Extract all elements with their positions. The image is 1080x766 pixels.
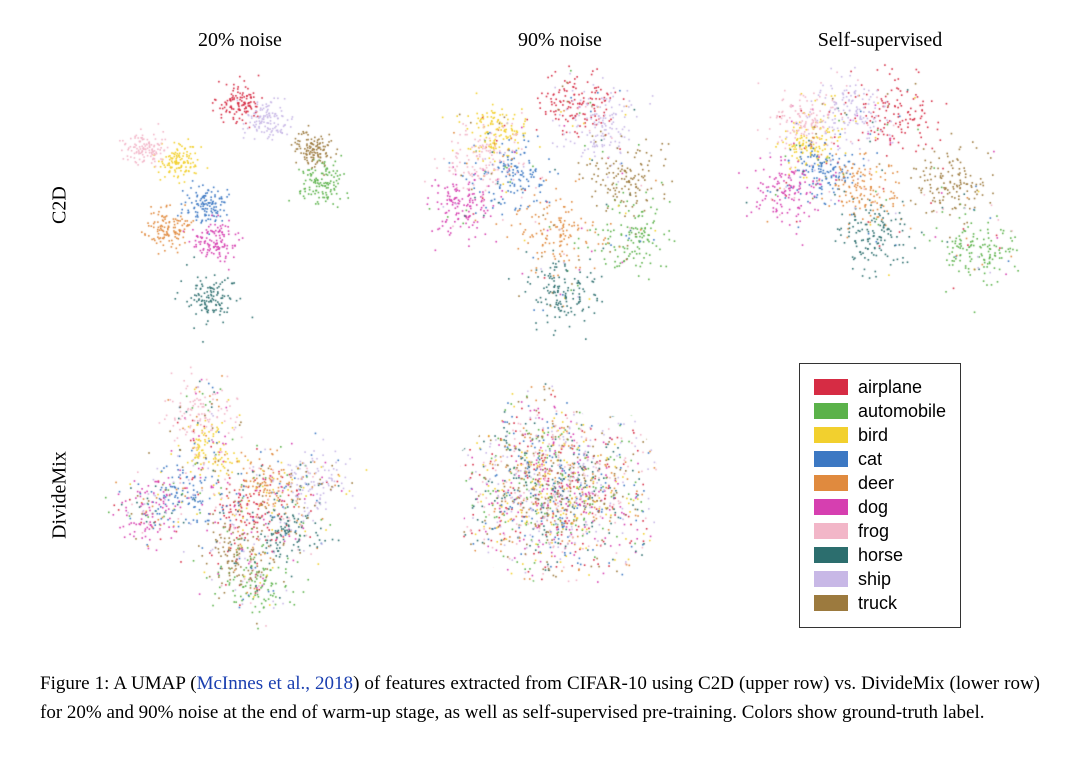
- legend-swatch: [814, 499, 848, 515]
- scatter-dm-90: [400, 350, 720, 640]
- scatter-c2d-90: [400, 60, 720, 350]
- legend-label: airplane: [858, 377, 922, 398]
- legend-label: horse: [858, 545, 903, 566]
- legend-item: cat: [814, 449, 946, 470]
- legend-label: dog: [858, 497, 888, 518]
- scatter-c2d-self: [720, 60, 1040, 350]
- caption-citation: McInnes et al., 2018: [197, 673, 353, 694]
- legend-item: automobile: [814, 401, 946, 422]
- scatter-c2d-20: [80, 60, 400, 350]
- legend-cell: airplane automobile bird cat deer dog frog hors…: [720, 350, 1040, 640]
- legend-item: deer: [814, 473, 946, 494]
- legend-item: truck: [814, 593, 946, 614]
- figure-grid: 20% noise 90% noise Self-supervised C2D …: [40, 20, 1040, 640]
- legend-label: truck: [858, 593, 897, 614]
- row-header-2: DivideMix: [40, 350, 80, 640]
- scatter-dm-20: [80, 350, 400, 640]
- legend-item: bird: [814, 425, 946, 446]
- row-header-1: C2D: [40, 60, 80, 350]
- legend-swatch: [814, 523, 848, 539]
- corner-spacer: [40, 20, 80, 60]
- col-header-2: 90% noise: [400, 20, 720, 60]
- legend-item: frog: [814, 521, 946, 542]
- legend-label: deer: [858, 473, 894, 494]
- legend-item: dog: [814, 497, 946, 518]
- legend-swatch: [814, 427, 848, 443]
- legend-label: bird: [858, 425, 888, 446]
- legend-swatch: [814, 547, 848, 563]
- legend-swatch: [814, 451, 848, 467]
- caption-prefix: Figure 1: A UMAP (: [40, 673, 197, 694]
- legend-item: horse: [814, 545, 946, 566]
- col-header-3: Self-supervised: [720, 20, 1040, 60]
- legend-swatch: [814, 403, 848, 419]
- legend-swatch: [814, 571, 848, 587]
- legend-swatch: [814, 475, 848, 491]
- legend-label: frog: [858, 521, 889, 542]
- legend-item: airplane: [814, 377, 946, 398]
- legend-label: cat: [858, 449, 882, 470]
- legend-swatch: [814, 595, 848, 611]
- legend-label: automobile: [858, 401, 946, 422]
- legend-label: ship: [858, 569, 891, 590]
- figure-caption: Figure 1: A UMAP (McInnes et al., 2018) …: [40, 670, 1040, 727]
- legend-swatch: [814, 379, 848, 395]
- legend-item: ship: [814, 569, 946, 590]
- legend-box: airplane automobile bird cat deer dog frog hors…: [799, 363, 961, 628]
- col-header-1: 20% noise: [80, 20, 400, 60]
